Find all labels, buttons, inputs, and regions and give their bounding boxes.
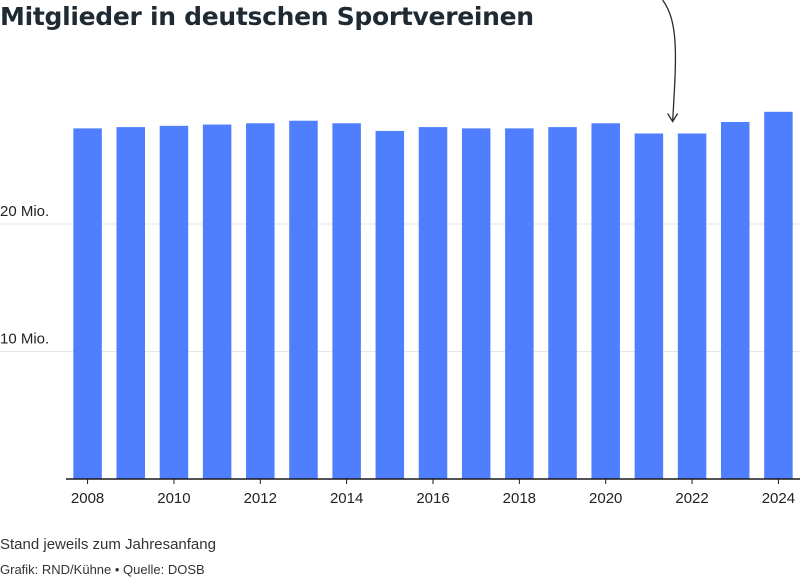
bar-2013 [289, 120, 318, 479]
bar-2022 [677, 133, 707, 479]
bar-2024 [764, 111, 793, 480]
bar-2009 [116, 127, 146, 479]
bar-2020 [591, 123, 620, 480]
x-axis-ticks: 2008 2010 2012 2014 2016 2018 2020 2022 2024 [71, 479, 795, 507]
bar-2018 [505, 128, 534, 479]
annotation-arrow-head [667, 113, 679, 123]
chart-title: Mitglieder in deutschen Sportvereinen [0, 2, 534, 31]
y-axis-labels: 10 Mio. 20 Mio. [0, 203, 49, 348]
bar-2014 [332, 123, 361, 480]
bar-2010 [159, 125, 189, 479]
annotation [662, 0, 679, 123]
annotation-arrow-line [662, 0, 677, 122]
bar-2012 [246, 123, 275, 480]
x-tick-label: 2024 [762, 490, 795, 507]
x-tick-label: 2014 [330, 490, 363, 507]
chart-source: Grafik: RND/Kühne • Quelle: DOSB [0, 562, 205, 577]
bar-chart: 2008 2010 2012 2014 2016 2018 2020 2022 2024 10 … [0, 0, 800, 507]
y-tick-label: 20 Mio. [0, 203, 49, 220]
bar-2023 [720, 122, 750, 479]
bar-2019 [548, 127, 577, 479]
x-tick-label: 2016 [416, 490, 449, 507]
bar-2015 [375, 130, 405, 480]
x-tick-label: 2010 [157, 490, 190, 507]
y-tick-label: 10 Mio. [0, 331, 49, 348]
chart-note: Stand jeweils zum Jahresanfang [0, 536, 216, 553]
x-tick-label: 2012 [244, 490, 277, 507]
bar-2008 [73, 128, 102, 479]
bar-2016 [418, 127, 448, 479]
bar-2017 [461, 128, 491, 479]
bar-2021 [634, 133, 664, 479]
x-tick-label: 2008 [71, 490, 104, 507]
x-tick-label: 2022 [675, 490, 708, 507]
x-tick-label: 2018 [503, 490, 536, 507]
x-tick-label: 2020 [589, 490, 622, 507]
bar-2011 [202, 124, 232, 480]
bars [73, 111, 793, 480]
